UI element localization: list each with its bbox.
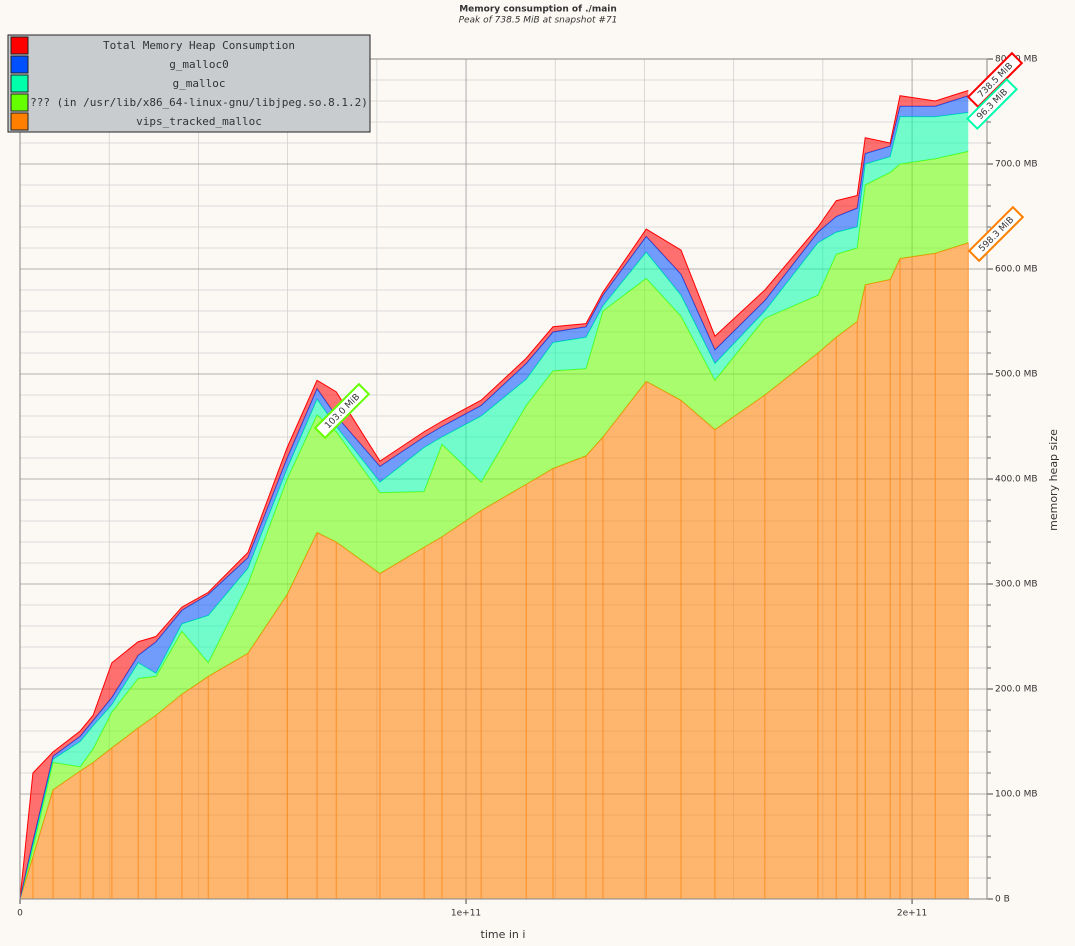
legend: vips_tracked_malloc ??? (in /usr/lib/x86_… <box>7 34 371 133</box>
y-tick-label: 500.0 MB <box>995 370 1038 380</box>
legend-swatch <box>10 93 29 112</box>
area <box>20 151 969 899</box>
legend-swatch <box>10 36 29 55</box>
y-tick-label: 0 B <box>995 895 1010 905</box>
y-tick-label: 400.0 MB <box>995 475 1038 485</box>
x-tick-label: 1e+11 <box>451 909 481 919</box>
legend-swatch <box>10 55 29 74</box>
annotation-text: 598.3 MiB <box>977 215 1016 254</box>
chart-subtitle: Peak of 738.5 MiB at snapshot #71 <box>459 16 618 26</box>
x-axis-label: time in i <box>481 928 526 941</box>
legend-label: vips_tracked_malloc <box>136 115 262 128</box>
y-tick-label: 700.0 MB <box>995 160 1038 170</box>
y-axis-label: memory heap size <box>1047 429 1060 531</box>
annotation-box <box>965 77 1019 131</box>
chart-title: Memory consumption of ./main <box>459 5 617 15</box>
plot-border <box>19 58 988 900</box>
legend-label: g_malloc <box>173 77 226 90</box>
legend-label: ??? (in /usr/lib/x86_64-linux-gnu/libjpe… <box>30 96 368 109</box>
y-tick-label: 200.0 MB <box>995 685 1038 695</box>
annotation-box <box>313 382 371 440</box>
legend-label: g_malloc0 <box>169 58 229 71</box>
y-tick-label: 600.0 MB <box>995 265 1038 275</box>
legend-label: Total Memory Heap Consumption <box>103 39 295 52</box>
area-line <box>19 90 969 900</box>
area <box>20 242 969 899</box>
y-tick-label: 300.0 MB <box>995 580 1038 590</box>
legend-swatch <box>10 74 29 93</box>
x-tick-label: 2e+11 <box>897 909 927 919</box>
y-tick-label: 100.0 MB <box>995 790 1038 800</box>
legend-swatch <box>10 112 29 131</box>
annotation-box <box>967 205 1025 263</box>
legend-box <box>7 34 371 133</box>
annotation: 598.3 MiB <box>967 205 1025 263</box>
x-tick-label: 0 <box>17 909 23 919</box>
